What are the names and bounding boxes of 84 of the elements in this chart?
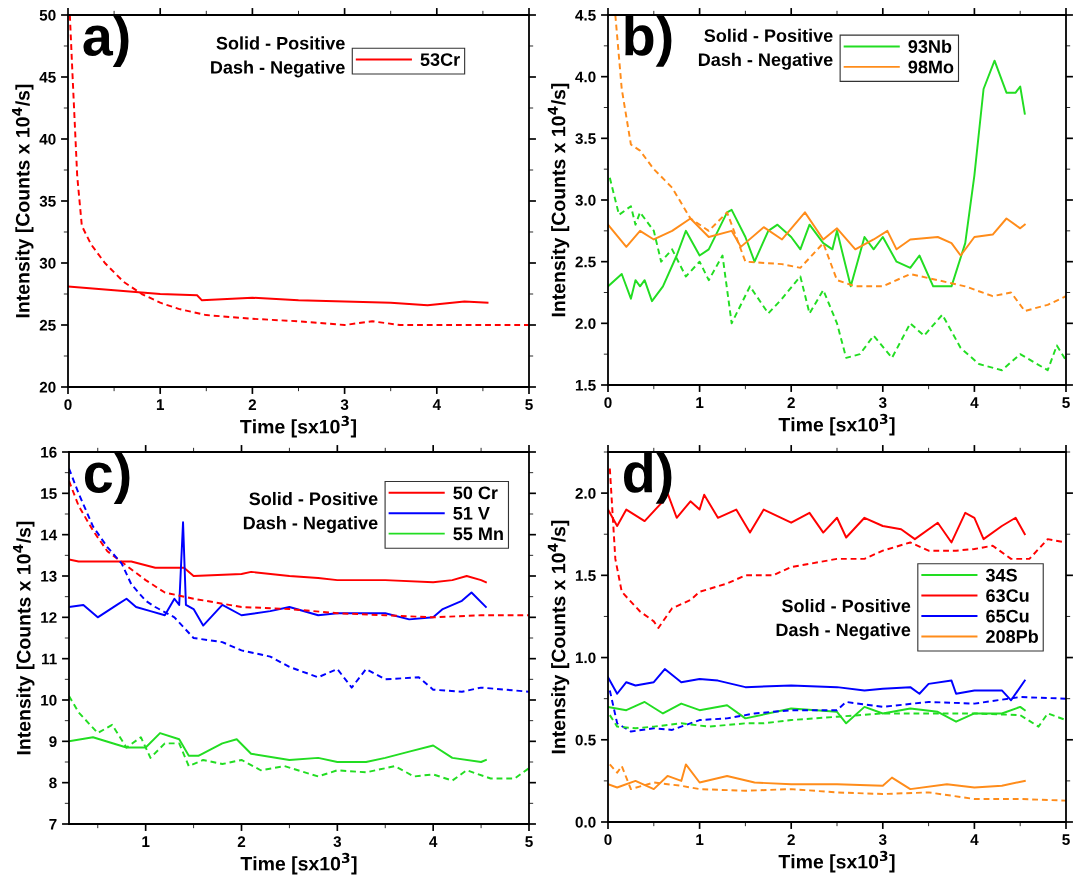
y-axis-title: Intensity [Counts x 10$^{4}$/s]	[13, 521, 35, 755]
y-tick-label: 1.0	[575, 652, 596, 664]
x-tick-label: 0	[604, 834, 612, 846]
y-tick-label: 3.5	[575, 133, 596, 145]
x-tick-label: 1	[696, 397, 704, 408]
y-tick-label: 35	[39, 195, 56, 207]
legend-label: 63Cu	[986, 589, 1029, 603]
y-tick-label: 11	[42, 653, 57, 665]
y-axis-title: Intensity [Counts x 10$^{4}$/s]	[547, 520, 570, 754]
y-axis-title: Intensity [Counts x 10$^{4}$/s]	[547, 83, 570, 317]
x-tick-label: 3	[333, 836, 342, 848]
x-tick-label: 2	[248, 399, 257, 410]
x-tick-label: 3	[340, 399, 349, 411]
annotation: Dash - Negative	[698, 52, 833, 70]
line-series	[608, 763, 1066, 802]
y-tick-label: 40	[39, 133, 56, 145]
x-tick-label: 3	[878, 397, 887, 409]
y-tick-label: 16	[41, 446, 57, 458]
legend-label: 50 Cr	[453, 486, 498, 500]
y-tick-label: 20	[39, 381, 56, 393]
x-tick-label: 2	[787, 397, 795, 408]
y-tick-label: 15	[41, 488, 57, 500]
y-tick-label: 2.5	[575, 256, 596, 268]
y-tick-label: 4.5	[575, 10, 596, 21]
y-tick-label: 2.0	[575, 318, 596, 330]
x-tick-label: 5	[1062, 834, 1070, 846]
annotation: d)	[624, 452, 672, 504]
annotation: b)	[625, 15, 672, 67]
x-tick-label: 2	[237, 836, 246, 847]
annotation: a)	[83, 15, 129, 67]
legend-label: 53Cr	[420, 53, 460, 67]
legend-label: 65Cu	[986, 609, 1029, 623]
annotation: Dash - Negative	[776, 622, 911, 640]
x-tick-label: 1	[156, 399, 165, 410]
annotation: Solid - Positive	[781, 598, 911, 613]
y-tick-label: 30	[39, 257, 56, 269]
y-tick-label: 3.0	[575, 194, 596, 206]
annotation: Dash - Negative	[243, 516, 378, 533]
y-tick-label: 25	[39, 319, 56, 331]
y-axis-title: Intensity [Counts x 10$^{4}$/s]	[12, 84, 34, 318]
y-tick-label: 0.5	[575, 734, 596, 746]
legend-label: 55 Mn	[453, 527, 503, 541]
y-tick-label: 14	[41, 529, 58, 541]
x-tick-label: 4	[429, 836, 438, 847]
legend-label: 98Mo	[908, 60, 954, 74]
y-tick-label: 2.0	[575, 487, 596, 499]
x-tick-label: 4	[970, 834, 979, 845]
annotation: Solid - Positive	[704, 28, 833, 43]
y-tick-label: 50	[39, 9, 56, 21]
x-tick-label: 5	[525, 399, 533, 411]
y-tick-label: 8	[49, 777, 57, 789]
y-tick-label: 12	[41, 612, 57, 623]
x-axis-title: Time [sx10$^{3}$]	[778, 850, 895, 873]
x-axis-title: Time [sx10$^{3}$]	[240, 415, 356, 438]
x-axis-title: Time [sx10$^{3}$]	[240, 852, 357, 875]
y-tick-label: 4.0	[575, 71, 596, 83]
x-tick-label: 3	[878, 834, 887, 846]
annotation: Solid - Positive	[216, 36, 345, 50]
x-tick-label: 5	[525, 836, 533, 848]
y-tick-label: 0.0	[575, 816, 596, 828]
y-tick-label: 10	[41, 694, 57, 706]
line-series	[69, 694, 529, 782]
y-tick-label: 7	[49, 819, 57, 830]
annotation: Dash - Negative	[211, 60, 345, 78]
legend-label: 208Pb	[986, 629, 1038, 643]
y-tick-label: 1.5	[575, 380, 596, 391]
x-tick-label: 1	[696, 834, 704, 845]
y-tick-label: 45	[39, 72, 56, 83]
x-tick-label: 4	[970, 397, 979, 408]
x-tick-label: 4	[432, 399, 441, 410]
x-tick-label: 5	[1062, 397, 1070, 409]
x-tick-label: 0	[64, 399, 72, 411]
x-tick-label: 2	[787, 834, 795, 845]
annotation: Solid - Positive	[249, 491, 378, 506]
legend-label: 93Nb	[908, 39, 952, 53]
y-tick-label: 9	[49, 736, 57, 748]
x-axis-title: Time [sx10$^{3}$]	[778, 413, 895, 436]
y-tick-label: 13	[41, 570, 57, 582]
annotation: c)	[84, 452, 130, 504]
y-tick-label: 1.5	[575, 570, 596, 582]
x-tick-label: 0	[604, 397, 612, 409]
x-tick-label: 1	[142, 836, 150, 847]
legend-label: 34S	[985, 568, 1017, 582]
legend-label: 51 V	[453, 507, 490, 520]
